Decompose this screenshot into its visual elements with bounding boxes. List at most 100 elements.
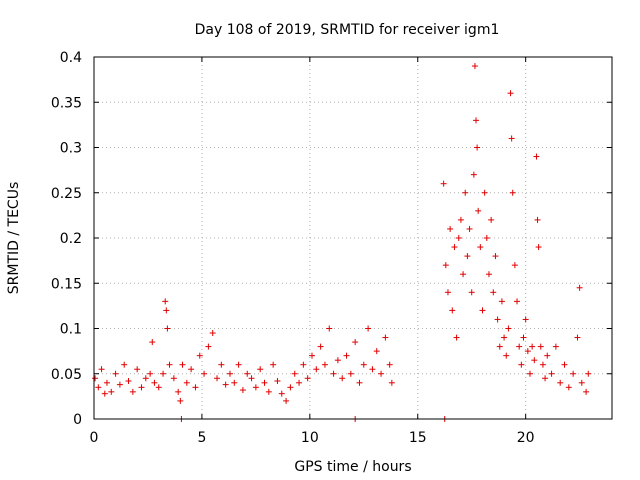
data-point [449, 307, 456, 314]
data-point [544, 352, 551, 359]
data-point [170, 375, 177, 382]
data-point [231, 379, 238, 386]
data-point [585, 370, 592, 377]
data-point [503, 352, 510, 359]
data-point [485, 271, 492, 278]
data-point [116, 381, 123, 388]
y-tick-label: 0.35 [51, 95, 82, 111]
data-point [166, 361, 173, 368]
data-point [125, 377, 132, 384]
data-point [196, 352, 203, 359]
data-point [524, 348, 531, 355]
data-point [304, 375, 311, 382]
data-point [330, 370, 337, 377]
y-tick-label: 0.4 [60, 50, 82, 66]
data-point [192, 384, 199, 391]
x-tick-label: 5 [197, 430, 206, 446]
data-point [313, 366, 320, 373]
data-point [235, 361, 242, 368]
data-point [453, 334, 460, 341]
data-point [522, 316, 529, 323]
data-point [509, 189, 516, 196]
data-point [505, 325, 512, 332]
data-point [537, 343, 544, 350]
data-point [98, 366, 105, 373]
data-point [369, 366, 376, 373]
data-point [466, 225, 473, 232]
data-point [508, 135, 515, 142]
data-point [386, 361, 393, 368]
data-point [163, 307, 170, 314]
data-point [248, 375, 255, 382]
data-point [552, 343, 559, 350]
data-point [561, 361, 568, 368]
data-point [347, 370, 354, 377]
data-point [188, 366, 195, 373]
data-point [507, 90, 514, 97]
y-tick-label: 0.05 [51, 367, 82, 383]
y-tick-label: 0.25 [51, 186, 82, 202]
data-point [473, 117, 480, 124]
y-tick-labels: 0 0.05 0.1 0.15 0.2 0.25 0.3 0.35 0.4 [51, 50, 82, 428]
data-point [296, 379, 303, 386]
x-tick-label: 10 [301, 430, 319, 446]
data-point [101, 390, 108, 397]
data-point [129, 388, 136, 395]
data-point [539, 361, 546, 368]
data-point [257, 366, 264, 373]
data-point [542, 375, 549, 382]
x-tick-label: 20 [517, 430, 535, 446]
data-point [209, 330, 216, 337]
data-point [112, 370, 119, 377]
data-point [326, 325, 333, 332]
data-point [321, 361, 328, 368]
data-point [274, 377, 281, 384]
data-points [92, 63, 592, 422]
data-point [492, 253, 499, 260]
data-point [475, 207, 482, 214]
data-point [244, 370, 251, 377]
data-point [455, 235, 462, 241]
data-point [496, 343, 503, 350]
data-point [214, 375, 221, 382]
data-point [520, 334, 527, 341]
data-point [222, 381, 229, 388]
data-point [177, 397, 184, 404]
data-point [388, 379, 395, 386]
data-point [160, 370, 167, 377]
x-axis-label: GPS time / hours [294, 459, 411, 475]
data-point [179, 361, 186, 368]
data-point [356, 379, 363, 386]
data-point [531, 357, 538, 364]
y-tick-label: 0.2 [60, 231, 82, 247]
data-point [365, 325, 372, 332]
x-tick-label: 0 [90, 430, 99, 446]
data-point [516, 343, 523, 350]
data-point [574, 334, 581, 341]
data-point [308, 352, 315, 359]
data-point [265, 388, 272, 395]
data-point [205, 343, 212, 350]
data-point [151, 379, 158, 386]
data-point [378, 370, 385, 377]
y-tick-label: 0 [73, 412, 82, 428]
data-point [494, 316, 501, 323]
data-point [175, 388, 182, 395]
data-point [460, 271, 467, 278]
data-point [533, 153, 540, 160]
data-point [490, 289, 497, 296]
data-point [576, 284, 583, 291]
data-point [565, 384, 572, 391]
data-point [138, 384, 145, 391]
data-point [270, 361, 277, 368]
data-point [483, 235, 490, 241]
data-point [283, 397, 290, 404]
data-point [501, 334, 508, 341]
data-point [468, 289, 475, 296]
axis-ticks [93, 56, 612, 420]
data-point [479, 307, 486, 314]
data-point [164, 325, 171, 332]
data-point [514, 298, 521, 305]
data-point [444, 289, 451, 296]
